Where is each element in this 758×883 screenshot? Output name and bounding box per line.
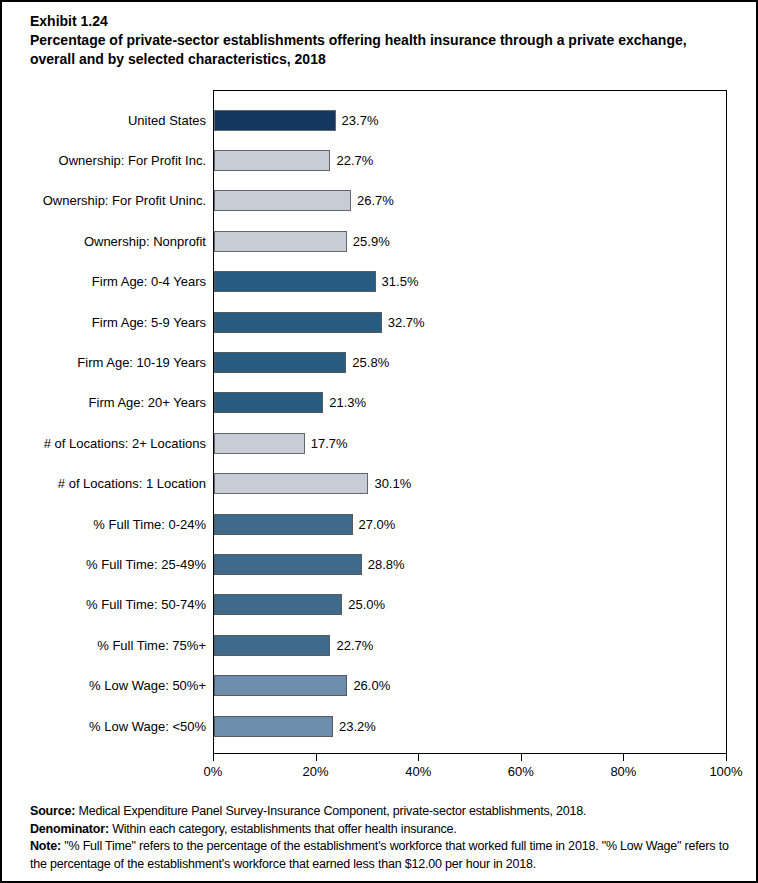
bar-value-label: 23.2% (339, 719, 376, 734)
bar-value-label: 32.7% (388, 315, 425, 330)
bar-value-label: 23.7% (342, 113, 379, 128)
bar-row: Firm Age: 5-9 Years 32.7% (2, 302, 758, 342)
bar-category-label: Firm Age: 0-4 Years (2, 274, 214, 289)
note-label: Note: (30, 839, 61, 853)
bar-row: Ownership: For Profit Inc. 22.7% (2, 140, 758, 180)
bar-category-label: United States (2, 113, 214, 128)
bar-value-label: 21.3% (329, 395, 366, 410)
axis-tick-label: 0% (181, 764, 245, 779)
chart-title: Percentage of private-sector establishme… (30, 31, 730, 69)
bar (214, 433, 305, 454)
bar-row: United States 23.7% (2, 100, 758, 140)
footnotes: Source: Medical Expenditure Panel Survey… (30, 803, 740, 873)
bar-row: Firm Age: 10-19 Years 25.8% (2, 342, 758, 382)
bar-category-label: Firm Age: 10-19 Years (2, 355, 214, 370)
bar-row: % Low Wage: <50% 23.2% (2, 706, 758, 746)
bar-value-label: 26.7% (357, 193, 394, 208)
bar-category-label: Ownership: Nonprofit (2, 234, 214, 249)
bar (214, 231, 347, 252)
denominator-label: Denominator: (30, 822, 109, 836)
bar-category-label: % Low Wage: <50% (2, 719, 214, 734)
axis-tick-label: 40% (386, 764, 450, 779)
bar-row: % Full Time: 25-49% 28.8% (2, 544, 758, 584)
axis-tick-label: 100% (694, 764, 758, 779)
bar (214, 554, 362, 575)
bar (214, 716, 333, 737)
note-line: Note: "% Full Time" refers to the percen… (30, 838, 740, 873)
bar-row: % Low Wage: 50%+ 26.0% (2, 666, 758, 706)
axis-tick (316, 753, 317, 761)
exhibit-page: Exhibit 1.24 Percentage of private-secto… (0, 0, 758, 883)
bar (214, 514, 353, 535)
source-line: Source: Medical Expenditure Panel Survey… (30, 803, 740, 821)
bar-row: Firm Age: 20+ Years 21.3% (2, 383, 758, 423)
bar-category-label: Firm Age: 5-9 Years (2, 315, 214, 330)
bar-category-label: Ownership: For Profit Uninc. (2, 193, 214, 208)
bar (214, 675, 347, 696)
bar-category-label: Ownership: For Profit Inc. (2, 153, 214, 168)
bar-value-label: 26.0% (353, 678, 390, 693)
axis-tick-label: 60% (489, 764, 553, 779)
axis-tick (418, 753, 419, 761)
bar (214, 150, 330, 171)
bar-row: % Full Time: 75%+ 22.7% (2, 625, 758, 665)
source-text: Medical Expenditure Panel Survey-Insuran… (75, 804, 586, 818)
bar (214, 594, 342, 615)
bar (214, 635, 330, 656)
bar (214, 110, 336, 131)
denominator-line: Denominator: Within each category, estab… (30, 821, 740, 839)
bar-category-label: % Full Time: 50-74% (2, 597, 214, 612)
axis-tick (213, 753, 214, 761)
axis-tick-label: 20% (284, 764, 348, 779)
exhibit-number: Exhibit 1.24 (30, 12, 736, 31)
axis-tick (726, 753, 727, 761)
bar-category-label: % Full Time: 0-24% (2, 517, 214, 532)
bar (214, 271, 376, 292)
bar-row: Ownership: For Profit Uninc. 26.7% (2, 181, 758, 221)
title-block: Exhibit 1.24 Percentage of private-secto… (30, 12, 736, 69)
bar-value-label: 31.5% (382, 274, 419, 289)
axis-tick-label: 80% (591, 764, 655, 779)
bar-row: Ownership: Nonprofit 25.9% (2, 221, 758, 261)
bar-value-label: 22.7% (336, 153, 373, 168)
bar-value-label: 17.7% (311, 436, 348, 451)
bar (214, 190, 351, 211)
bar-row: % Full Time: 50-74% 25.0% (2, 585, 758, 625)
source-label: Source: (30, 804, 75, 818)
denominator-text: Within each category, establishments tha… (109, 822, 457, 836)
bar-row: Firm Age: 0-4 Years 31.5% (2, 262, 758, 302)
bar (214, 473, 368, 494)
bar-category-label: # of Locations: 1 Location (2, 476, 214, 491)
bar-category-label: % Full Time: 25-49% (2, 557, 214, 572)
bar-value-label: 22.7% (336, 638, 373, 653)
bar-row: % Full Time: 0-24% 27.0% (2, 504, 758, 544)
bar-value-label: 30.1% (374, 476, 411, 491)
bar-value-label: 25.9% (353, 234, 390, 249)
bar-row: # of Locations: 1 Location 30.1% (2, 464, 758, 504)
bar-category-label: % Full Time: 75%+ (2, 638, 214, 653)
axis-tick (521, 753, 522, 761)
axis-tick (623, 753, 624, 761)
bar (214, 312, 382, 333)
bar-category-label: # of Locations: 2+ Locations (2, 436, 214, 451)
note-text: "% Full Time" refers to the percentage o… (30, 839, 729, 871)
bar-row: # of Locations: 2+ Locations 17.7% (2, 423, 758, 463)
bar-value-label: 28.8% (368, 557, 405, 572)
bar-value-label: 27.0% (359, 517, 396, 532)
bar-category-label: Firm Age: 20+ Years (2, 395, 214, 410)
bar (214, 352, 346, 373)
bar (214, 392, 323, 413)
bar-category-label: % Low Wage: 50%+ (2, 678, 214, 693)
bar-value-label: 25.8% (352, 355, 389, 370)
bar-value-label: 25.0% (348, 597, 385, 612)
